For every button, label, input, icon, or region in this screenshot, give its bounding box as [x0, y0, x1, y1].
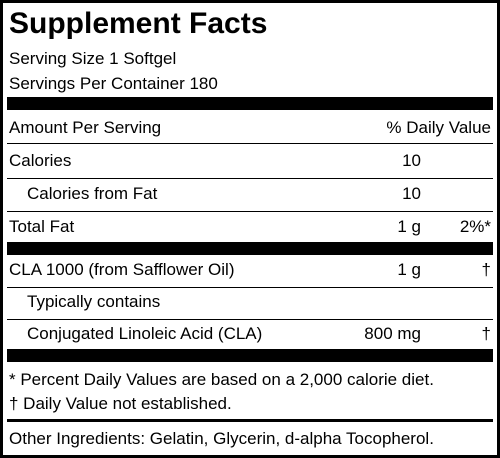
- amount-header: Amount Per Serving: [9, 118, 162, 137]
- row-label: Total Fat: [9, 217, 75, 236]
- row-amount: 800 mg: [364, 324, 421, 343]
- divider: [7, 143, 493, 144]
- serving-size: Serving Size 1 Softgel: [9, 49, 177, 68]
- row-label: Calories from Fat: [27, 184, 158, 203]
- row-label: Calories: [9, 151, 72, 170]
- row-dv: †: [481, 260, 491, 279]
- row-label: Typically contains: [27, 292, 161, 311]
- divider: [7, 178, 493, 179]
- row-label: CLA 1000 (from Safflower Oil): [9, 260, 235, 279]
- divider: [7, 319, 493, 320]
- dv-header: % Daily Value: [386, 118, 491, 137]
- divider: [7, 211, 493, 212]
- divider: [7, 97, 493, 110]
- title: Supplement Facts: [9, 7, 268, 40]
- servings-per-container: Servings Per Container 180: [9, 74, 218, 93]
- row-dv: †: [481, 324, 491, 343]
- other-ingredients: Other Ingredients: Gelatin, Glycerin, d-…: [9, 429, 434, 448]
- row-amount: 10: [402, 184, 421, 203]
- divider: [7, 287, 493, 288]
- row-dv: 2%*: [459, 217, 491, 236]
- divider: [7, 419, 493, 422]
- divider: [7, 349, 493, 362]
- footnote: † Daily Value not established.: [9, 394, 232, 413]
- divider: [7, 242, 493, 255]
- footnote: * Percent Daily Values are based on a 2,…: [9, 370, 434, 389]
- row-label: Conjugated Linoleic Acid (CLA): [27, 324, 263, 343]
- row-amount: 1 g: [397, 217, 421, 236]
- row-amount: 1 g: [397, 260, 421, 279]
- row-amount: 10: [402, 151, 421, 170]
